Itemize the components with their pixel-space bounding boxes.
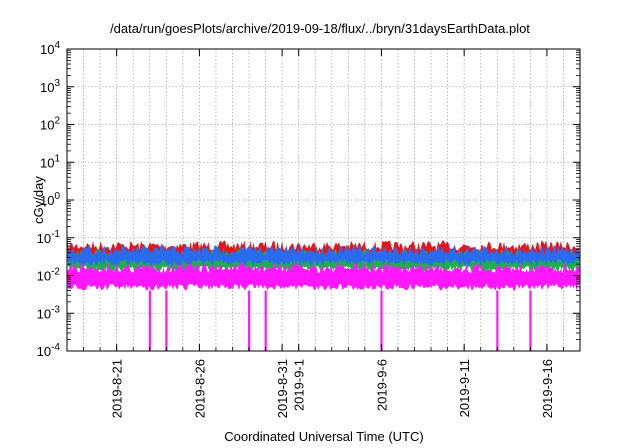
x-tick-label: 2019-9-1 bbox=[292, 359, 307, 411]
dip-spike bbox=[248, 290, 251, 351]
x-tick-label: 2019-8-26 bbox=[192, 359, 207, 418]
series-bands bbox=[67, 240, 580, 291]
dip-spike bbox=[264, 290, 267, 351]
y-axis-label: cGy/day bbox=[31, 176, 46, 224]
y-tick-label: 10-1 bbox=[37, 229, 61, 246]
dip-spikes bbox=[148, 290, 532, 351]
dip-spike bbox=[148, 290, 151, 351]
y-tick-label: 104 bbox=[40, 40, 60, 57]
x-tick-label: 2019-8-31 bbox=[275, 359, 290, 418]
x-axis-label: Coordinated Universal Time (UTC) bbox=[224, 429, 423, 444]
dip-spike bbox=[380, 290, 383, 351]
y-tick-label: 100 bbox=[40, 191, 60, 208]
y-tick-label: 10-2 bbox=[37, 267, 61, 284]
chart-title: /data/run/goesPlots/archive/2019-09-18/f… bbox=[110, 21, 530, 36]
grid-lines bbox=[67, 49, 580, 351]
dip-spike bbox=[496, 290, 499, 351]
series-band-3 bbox=[67, 244, 580, 266]
y-tick-label: 10-4 bbox=[37, 342, 61, 359]
y-tick-label: 103 bbox=[40, 78, 60, 95]
x-tick-label: 2019-9-11 bbox=[457, 359, 472, 417]
y-axis-ticks: 10-4 10-3 10-2 10-1 100 101 102 103 104 bbox=[37, 40, 580, 359]
series-band-4 bbox=[67, 262, 580, 291]
dip-spike bbox=[165, 290, 168, 351]
x-tick-label: 2019-9-16 bbox=[540, 359, 555, 418]
y-tick-label: 102 bbox=[40, 116, 60, 133]
x-axis-ticks: 2019-8-21 2019-8-26 2019-8-31 2019-9-1 2019-… bbox=[83, 49, 564, 418]
x-tick-label: 2019-8-21 bbox=[110, 359, 125, 418]
y-tick-label: 101 bbox=[40, 153, 60, 170]
y-tick-label: 10-3 bbox=[37, 304, 61, 321]
dip-spike bbox=[529, 290, 532, 351]
x-tick-label: 2019-9-6 bbox=[374, 359, 389, 411]
